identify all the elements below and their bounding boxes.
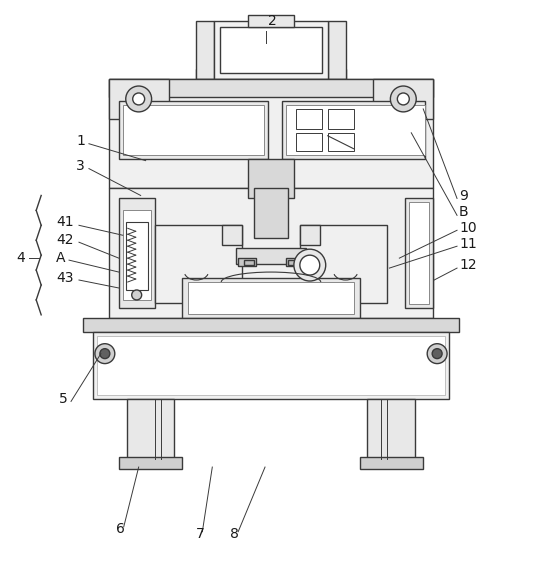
- Text: 11: 11: [459, 237, 477, 251]
- Text: A: A: [56, 251, 65, 265]
- Bar: [328, 22, 346, 79]
- Bar: [367, 399, 415, 467]
- Bar: [109, 188, 433, 318]
- Bar: [127, 399, 175, 467]
- Bar: [254, 188, 288, 238]
- Bar: [188, 282, 354, 314]
- Text: 42: 42: [56, 233, 74, 247]
- Bar: [296, 109, 322, 129]
- Bar: [248, 15, 294, 27]
- Bar: [83, 318, 459, 332]
- Circle shape: [432, 349, 442, 358]
- Bar: [373, 79, 433, 119]
- Bar: [300, 225, 320, 245]
- Bar: [238, 258, 256, 266]
- Bar: [288, 260, 298, 265]
- Circle shape: [95, 344, 115, 364]
- Bar: [244, 260, 254, 265]
- Text: 4: 4: [16, 251, 25, 265]
- Text: 9: 9: [459, 189, 468, 204]
- Bar: [119, 199, 155, 308]
- Bar: [196, 69, 346, 79]
- Text: 7: 7: [195, 527, 204, 541]
- Text: 6: 6: [116, 522, 124, 536]
- Text: 3: 3: [76, 159, 85, 172]
- Circle shape: [427, 344, 447, 364]
- Bar: [236, 248, 306, 264]
- Bar: [296, 133, 322, 151]
- Bar: [109, 79, 433, 97]
- Bar: [286, 258, 304, 266]
- Bar: [248, 159, 294, 199]
- Bar: [286, 105, 425, 155]
- Circle shape: [126, 86, 151, 112]
- Text: 5: 5: [59, 393, 68, 406]
- Bar: [328, 133, 354, 151]
- Bar: [119, 101, 268, 159]
- Bar: [282, 101, 425, 159]
- Bar: [109, 79, 169, 119]
- Bar: [196, 22, 214, 79]
- Bar: [182, 278, 360, 318]
- Text: 2: 2: [268, 14, 277, 28]
- Circle shape: [131, 290, 142, 300]
- Bar: [222, 225, 242, 245]
- Circle shape: [391, 86, 416, 112]
- Text: 12: 12: [459, 258, 477, 272]
- Bar: [126, 222, 148, 290]
- Bar: [360, 457, 423, 469]
- Text: 41: 41: [56, 215, 74, 229]
- Text: 8: 8: [230, 527, 239, 541]
- Bar: [410, 203, 429, 304]
- Bar: [123, 105, 264, 155]
- Circle shape: [133, 93, 144, 105]
- Bar: [300, 225, 387, 303]
- Text: 10: 10: [459, 221, 477, 236]
- Bar: [93, 332, 449, 399]
- Circle shape: [100, 349, 110, 358]
- Bar: [155, 225, 242, 303]
- Circle shape: [300, 255, 320, 275]
- Text: 43: 43: [56, 271, 74, 285]
- Bar: [405, 199, 433, 308]
- Bar: [97, 336, 445, 395]
- Bar: [328, 109, 354, 129]
- Circle shape: [397, 93, 410, 105]
- Bar: [123, 211, 150, 300]
- Circle shape: [294, 249, 326, 281]
- Bar: [109, 79, 433, 188]
- Bar: [119, 457, 182, 469]
- Text: 1: 1: [76, 134, 85, 148]
- Text: B: B: [459, 205, 469, 220]
- Bar: [214, 22, 328, 79]
- Bar: [220, 27, 322, 73]
